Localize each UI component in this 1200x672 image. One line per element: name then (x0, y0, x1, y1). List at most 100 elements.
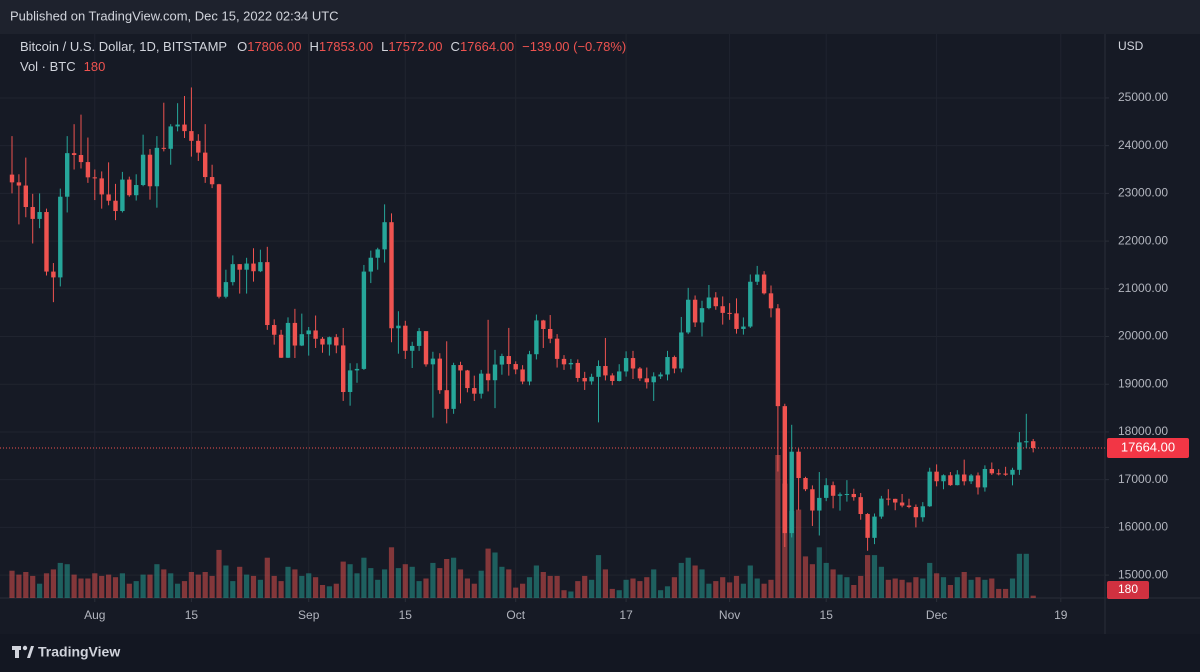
candle-body (299, 334, 304, 346)
y-tick-label: 24000.00 (1118, 138, 1168, 152)
volume-bar (747, 565, 753, 598)
candle-body (617, 371, 622, 381)
candle-body (306, 330, 311, 335)
candle-body (761, 274, 767, 294)
volume-bar (775, 455, 781, 598)
candle-body (78, 155, 84, 163)
last-price-label: 17664.00 (1121, 439, 1175, 454)
volume-bar (871, 555, 878, 598)
candle-body (706, 297, 712, 309)
volume-bar (561, 590, 567, 598)
candle-body (913, 506, 919, 518)
candle-body (499, 356, 505, 365)
volume-bar (395, 568, 401, 598)
candle-body (51, 271, 56, 278)
candle-body (437, 358, 442, 391)
candle-body (686, 299, 691, 333)
volume-bar (423, 578, 429, 598)
volume-bar (382, 569, 388, 598)
volume-bar (754, 578, 760, 598)
volume-bar (271, 575, 277, 598)
volume-bar (223, 565, 229, 598)
candle-body (182, 124, 187, 132)
volume-bar (154, 564, 160, 598)
candle-body (927, 471, 932, 507)
candle-body (147, 154, 153, 187)
volume-bar (244, 574, 250, 598)
volume-bar (540, 572, 546, 598)
volume-bar (161, 569, 167, 598)
volume-bar (451, 557, 457, 598)
candle-body (830, 485, 836, 496)
volume-bar (85, 578, 91, 598)
volume-bar (968, 579, 974, 598)
candle-body (465, 370, 470, 389)
candle-body (775, 308, 781, 407)
candle-body (327, 337, 332, 345)
candle-body (837, 494, 843, 496)
candle-body (527, 354, 532, 382)
y-tick-label: 23000.00 (1118, 186, 1168, 200)
volume-bar (209, 575, 215, 598)
candle-body (71, 153, 77, 156)
candle-body (272, 325, 277, 335)
candle-body (347, 370, 353, 393)
volume-bar (471, 583, 477, 598)
legend-line: Bitcoin / U.S. Dollar, 1D, BITSTAMP O1780… (20, 39, 626, 54)
volume-bar (1030, 595, 1036, 598)
volume-title: Vol · BTC (20, 59, 76, 74)
volume-bar (913, 577, 919, 598)
candle-body (140, 154, 146, 186)
candle-body (127, 179, 132, 196)
candle-body (568, 362, 574, 365)
ohlc-value: 17853.00 (319, 39, 373, 54)
x-tick-label: Sep (298, 608, 320, 622)
candle-body (651, 376, 656, 383)
candle-body (879, 498, 884, 517)
ohlc-value: 17664.00 (460, 39, 514, 54)
volume-bar (444, 559, 450, 598)
volume-bar (112, 577, 119, 598)
candle-body (548, 328, 553, 339)
volume-pane (9, 455, 1036, 598)
volume-bar (340, 561, 346, 598)
candle-body (789, 451, 794, 534)
candle-body (692, 299, 698, 323)
candle-body (872, 516, 877, 538)
volume-bar (644, 577, 650, 598)
volume-bar (658, 590, 664, 598)
volume-bar (361, 557, 367, 598)
candle-body (755, 274, 760, 282)
x-tick-label: 15 (185, 608, 199, 622)
candle-body (251, 263, 256, 272)
volume-bar (802, 556, 809, 598)
volume-bar (430, 562, 436, 598)
y-tick-label: 19000.00 (1118, 376, 1168, 390)
volume-bar (313, 577, 319, 598)
volume-bar (547, 575, 553, 598)
x-tick-label: 17 (619, 608, 633, 622)
grid (0, 34, 1105, 598)
volume-bar (299, 575, 305, 598)
candle-body (699, 308, 705, 323)
candle-body (258, 262, 263, 272)
candle-body (375, 249, 380, 258)
volume-bar (706, 583, 712, 598)
volume-bar (602, 569, 608, 598)
candle-body (485, 373, 491, 381)
candle-body (216, 184, 222, 297)
ohlc-value: 17572.00 (388, 39, 442, 54)
volume-bar (375, 579, 381, 598)
ohlc: O17806.00 H17853.00 L17572.00 C17664.00 (237, 39, 514, 54)
candle-body (154, 147, 160, 187)
volume-bar (1016, 553, 1022, 598)
plot-background (0, 34, 1200, 634)
y-tick-label: 18000.00 (1118, 424, 1168, 438)
candle-body (844, 493, 850, 495)
volume-bar (237, 566, 243, 598)
candle-body (237, 264, 242, 270)
volume-bar (140, 574, 146, 598)
candle-body (492, 364, 498, 381)
candle-body (982, 468, 988, 488)
ohlc-key: H (309, 39, 318, 54)
